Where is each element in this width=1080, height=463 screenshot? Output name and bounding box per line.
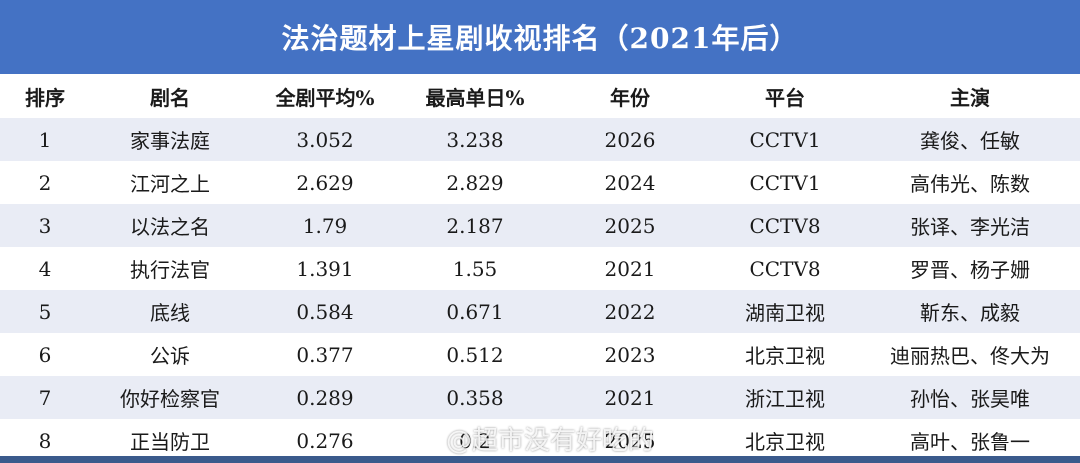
- table-row: 1 家事法庭 3.052 3.238 2026 CCTV1 龚俊、任敏: [0, 118, 1080, 161]
- header-cast: 主演: [950, 85, 990, 110]
- title-banner: 法治题材上星剧收视排名（2021年后）: [0, 0, 1080, 74]
- cell-year: 2022: [604, 299, 656, 324]
- header-peak: 最高单日%: [425, 85, 525, 110]
- cell-peak: 2.187: [446, 213, 504, 238]
- header-year: 年份: [610, 85, 650, 110]
- cell-peak: 3.238: [446, 127, 504, 152]
- cell-avg: 0.377: [296, 342, 354, 367]
- cell-avg: 1.79: [302, 213, 348, 238]
- table-title: 法治题材上星剧收视排名（2021年后）: [281, 22, 799, 55]
- cell-cast: 龚俊、任敏: [920, 129, 1020, 153]
- cell-peak: 0.671: [446, 299, 504, 324]
- cell-avg: 0.584: [296, 299, 354, 324]
- cell-cast: 孙怡、张昊唯: [910, 387, 1030, 411]
- cell-rank: 6: [38, 342, 52, 367]
- cell-peak: 0.512: [446, 342, 504, 367]
- cell-platform: 北京卫视: [745, 430, 825, 454]
- cell-year: 2023: [604, 342, 656, 367]
- table-row: 7 你好检察官 0.289 0.358 2021 浙江卫视 孙怡、张昊唯: [0, 376, 1080, 419]
- cell-platform: CCTV1: [749, 127, 821, 152]
- header-name: 剧名: [150, 85, 190, 110]
- cell-peak: 0.2: [459, 428, 491, 453]
- cell-name: 公诉: [150, 344, 190, 368]
- cell-year: 2021: [604, 256, 656, 281]
- cell-name: 家事法庭: [130, 129, 210, 153]
- table-row: 2 江河之上 2.629 2.829 2024 CCTV1 高伟光、陈数: [0, 161, 1080, 204]
- cell-name: 你好检察官: [120, 387, 220, 411]
- cell-rank: 1: [38, 127, 52, 152]
- header-avg: 全剧平均%: [275, 85, 375, 110]
- cell-name: 执行法官: [130, 258, 210, 282]
- cell-avg: 1.391: [296, 256, 354, 281]
- weibo-watermark: @超市没有好吃的: [412, 420, 654, 457]
- table-row: 5 底线 0.584 0.671 2022 湖南卫视 靳东、成毅: [0, 290, 1080, 333]
- cell-rank: 8: [38, 428, 52, 453]
- ratings-table: 排序 剧名 全剧平均% 最高单日% 年份 平台 主演 1 家事法庭 3.052 …: [0, 74, 1080, 462]
- header-rank: 排序: [25, 85, 65, 110]
- cell-avg: 3.052: [296, 127, 354, 152]
- cell-name: 江河之上: [130, 172, 210, 196]
- cell-year: 2025: [604, 213, 656, 238]
- cell-avg: 0.289: [296, 385, 354, 410]
- weibo-logo-icon: [412, 425, 442, 451]
- bottom-border: [0, 456, 1080, 463]
- cell-rank: 7: [38, 385, 52, 410]
- cell-platform: CCTV1: [749, 170, 821, 195]
- cell-cast: 迪丽热巴、佟大为: [890, 344, 1050, 368]
- cell-peak: 2.829: [446, 170, 504, 195]
- cell-year: 2024: [604, 170, 656, 195]
- cell-name: 以法之名: [130, 215, 210, 239]
- table-row: 6 公诉 0.377 0.512 2023 北京卫视 迪丽热巴、佟大为: [0, 333, 1080, 376]
- cell-rank: 4: [38, 256, 52, 281]
- cell-platform: 北京卫视: [745, 344, 825, 368]
- cell-cast: 高伟光、陈数: [910, 172, 1030, 196]
- cell-year: 2026: [604, 127, 656, 152]
- cell-cast: 罗晋、杨子姗: [910, 258, 1030, 282]
- cell-peak: 1.55: [452, 256, 498, 281]
- cell-rank: 5: [38, 299, 52, 324]
- table-row: 4 执行法官 1.391 1.55 2021 CCTV8 罗晋、杨子姗: [0, 247, 1080, 290]
- cell-platform: CCTV8: [749, 213, 821, 238]
- cell-name: 正当防卫: [130, 430, 210, 454]
- header-platform: 平台: [765, 85, 805, 110]
- cell-rank: 3: [38, 213, 52, 238]
- table-header-row: 排序 剧名 全剧平均% 最高单日% 年份 平台 主演: [0, 74, 1080, 118]
- cell-avg: 0.276: [296, 428, 354, 453]
- table-row: 3 以法之名 1.79 2.187 2025 CCTV8 张译、李光洁: [0, 204, 1080, 247]
- cell-cast: 高叶、张鲁一: [910, 430, 1030, 454]
- cell-platform: 浙江卫视: [745, 387, 825, 411]
- cell-year: 2021: [604, 385, 656, 410]
- cell-cast: 张译、李光洁: [910, 215, 1030, 239]
- cell-name: 底线: [150, 301, 190, 325]
- cell-platform: 湖南卫视: [745, 301, 825, 325]
- cell-cast: 靳东、成毅: [920, 301, 1020, 325]
- cell-avg: 2.629: [296, 170, 354, 195]
- cell-year: 2025: [604, 428, 656, 453]
- cell-peak: 0.358: [446, 385, 504, 410]
- watermark-text: @超市没有好吃的: [446, 426, 655, 456]
- cell-platform: CCTV8: [749, 256, 821, 281]
- table-row: 8 正当防卫 0.276 0.2 2025 北京卫视 高叶、张鲁一: [0, 419, 1080, 462]
- cell-rank: 2: [38, 170, 52, 195]
